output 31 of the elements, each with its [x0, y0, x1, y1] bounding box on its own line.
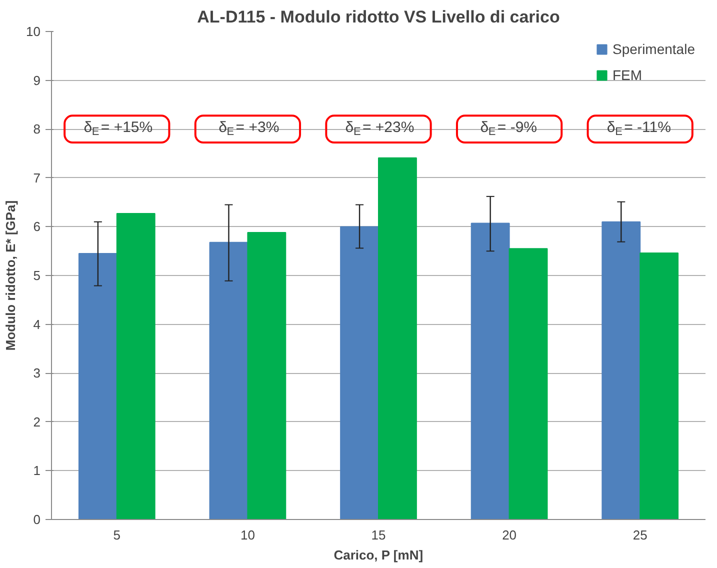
- y-tick-label: 8: [33, 122, 41, 137]
- bar: [209, 242, 248, 520]
- y-tick-label: 7: [33, 170, 41, 186]
- y-tick-label: 6: [33, 219, 41, 234]
- x-tick-label: 25: [632, 528, 648, 542]
- x-tick-label: 5: [113, 528, 121, 542]
- y-tick-label: 4: [33, 316, 41, 332]
- x-tick-label: 10: [240, 528, 255, 542]
- y-tick-label: 1: [33, 463, 41, 478]
- legend-label: Sperimentale: [612, 41, 695, 57]
- y-tick-label: 0: [33, 512, 41, 527]
- bar: [602, 221, 641, 520]
- x-tick-label: 20: [502, 528, 517, 542]
- y-axis-title: Modulo ridotto, E* [GPa]: [3, 200, 18, 351]
- bar: [78, 253, 118, 520]
- x-axis-title: Carico, P [mN]: [334, 548, 424, 562]
- legend-label: FEM: [612, 67, 642, 83]
- bar: [470, 222, 510, 520]
- bar: [116, 213, 156, 520]
- x-tick-label: 15: [371, 528, 386, 542]
- y-tick-label: 10: [26, 24, 41, 39]
- bar: [340, 226, 379, 520]
- chart-title: AL-D115 - Modulo ridotto VS Livello di carico: [197, 8, 560, 26]
- bar: [640, 252, 679, 520]
- bar: [508, 248, 548, 520]
- y-tick-label: 9: [33, 72, 41, 88]
- y-tick-label: 5: [33, 268, 41, 283]
- bar: [378, 157, 417, 520]
- y-tick-label: 2: [33, 414, 41, 430]
- bar: [247, 232, 286, 520]
- y-tick-label: 3: [33, 366, 41, 381]
